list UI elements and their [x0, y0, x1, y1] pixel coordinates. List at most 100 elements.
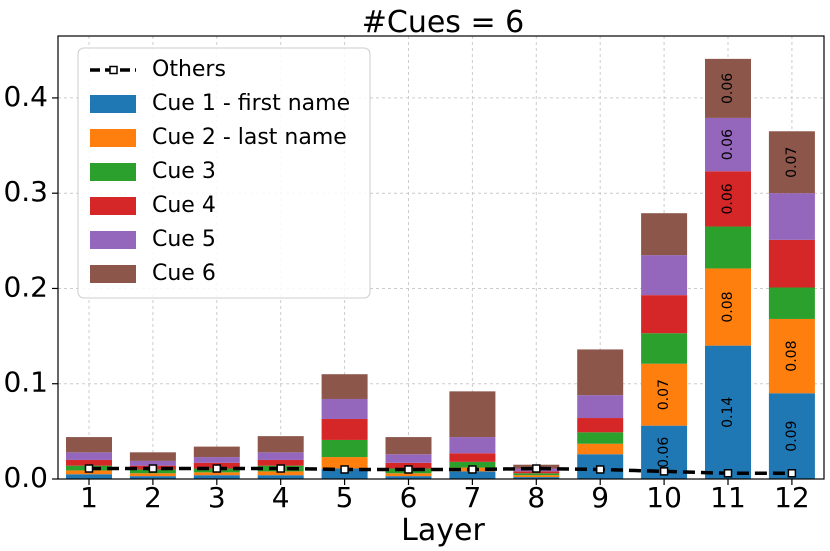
- y-tick-label: 0.3: [3, 175, 48, 208]
- bar-segment: [705, 58, 751, 118]
- x-tick-label: 1: [80, 481, 98, 514]
- data-label: 0.06: [720, 73, 736, 104]
- bar-segment: [257, 452, 304, 460]
- bar-segment: [705, 117, 751, 172]
- others-marker: [468, 465, 477, 474]
- bar-segment: [768, 131, 815, 194]
- bar-segment: [641, 213, 688, 256]
- bar-segment: [66, 474, 112, 479]
- x-tick-label: 7: [463, 481, 481, 514]
- bar-segment: [66, 437, 112, 453]
- bar-segment: [193, 446, 240, 458]
- bar-segment: [321, 439, 368, 458]
- bar-segment: [768, 193, 815, 240]
- legend-swatch: [90, 163, 136, 181]
- others-marker: [340, 465, 349, 474]
- x-tick-label: 6: [400, 481, 418, 514]
- bar-segment: [385, 473, 432, 477]
- bar-segment: [768, 287, 815, 319]
- others-marker: [148, 464, 158, 473]
- bar-segment: [705, 171, 751, 227]
- others-marker: [404, 465, 413, 474]
- bar-segment: [513, 477, 560, 479]
- legend-label: Cue 2 - last name: [152, 125, 347, 150]
- x-tick-label: 9: [591, 481, 609, 514]
- bar-segment: [705, 268, 751, 346]
- bar-segment: [321, 398, 368, 419]
- others-marker: [723, 469, 733, 478]
- others-line: [84, 464, 797, 478]
- bar-segment: [449, 453, 496, 462]
- bar-segment: [577, 432, 624, 444]
- data-label: 0.08: [720, 291, 736, 322]
- bar-segment: [577, 443, 624, 455]
- bar-segment: [385, 454, 432, 463]
- legend-marker-others: [109, 65, 118, 75]
- bar-segment: [385, 437, 432, 455]
- chart-title: #Cues = 6: [362, 5, 524, 40]
- bar-segment: [449, 461, 496, 468]
- bar-segment: [641, 295, 688, 334]
- others-marker: [276, 464, 285, 473]
- bar-segment: [193, 475, 240, 479]
- others-series-line: [89, 466, 792, 476]
- plot-frame: [57, 35, 825, 480]
- axes: 0.00.10.20.30.41 2 3 4 5 6 7 8 9 10 11 12: [3, 35, 825, 514]
- bar-segment: [193, 457, 240, 463]
- x-tick-label: 3: [208, 481, 226, 514]
- bar-segment: [768, 393, 815, 479]
- legend-swatch: [90, 95, 136, 113]
- x-tick-label: 11: [710, 481, 746, 514]
- y-tick-label: 0.2: [3, 270, 48, 303]
- x-tick-label: 5: [336, 481, 354, 514]
- bar-segment: [129, 476, 176, 479]
- legend-label: Others: [152, 57, 226, 82]
- bar-segment: [641, 255, 688, 296]
- bar-segment: [705, 345, 751, 479]
- legend-label: Cue 5: [152, 227, 216, 252]
- bar-segment: [768, 239, 815, 288]
- data-label: 0.06: [720, 129, 736, 160]
- others-marker: [212, 464, 222, 473]
- bar-segment: [66, 459, 112, 466]
- x-tick-label: 12: [774, 481, 810, 514]
- bar-segment: [577, 418, 624, 433]
- bar-segment: [321, 468, 368, 479]
- legend-swatch: [90, 129, 136, 147]
- legend-swatch: [90, 231, 136, 249]
- bar-segment: [577, 395, 624, 419]
- bar-segment: [257, 459, 304, 466]
- legend: Others Cue 1 - first name Cue 2 - last nam…: [77, 47, 371, 299]
- bar-segment: [193, 472, 240, 476]
- y-tick-label: 0.0: [3, 461, 48, 494]
- legend-box: [77, 47, 371, 299]
- bar-segment: [449, 437, 496, 454]
- legend-label: Cue 3: [152, 159, 216, 184]
- bar-segment: [449, 471, 496, 479]
- data-labels: 0.06 0.07 0.14 0.08 0.06 0.06 0.06 0.09 0.08 0.07: [656, 73, 800, 468]
- data-label: 0.06: [720, 183, 736, 214]
- others-marker: [787, 469, 797, 478]
- legend-label: Cue 4: [152, 193, 216, 218]
- data-label: 0.06: [656, 437, 672, 468]
- legend-label: Cue 1 - first name: [152, 91, 350, 116]
- bar-segment: [321, 374, 368, 399]
- others-marker: [659, 467, 669, 476]
- bar-segment: [257, 475, 304, 479]
- bar-segment: [66, 452, 112, 460]
- bar-segment: [257, 436, 304, 453]
- data-label: 0.14: [720, 397, 736, 428]
- data-label: 0.07: [656, 379, 672, 410]
- bar-segment: [385, 476, 432, 479]
- bar-segment: [129, 452, 176, 461]
- x-tick-label: 10: [646, 481, 682, 514]
- others-marker: [532, 464, 541, 473]
- bar-segment: [641, 363, 688, 426]
- others-marker: [595, 465, 605, 474]
- bar-segment: [513, 473, 560, 476]
- bar-segment: [321, 457, 368, 469]
- y-tick-label: 0.1: [3, 366, 48, 399]
- x-axis-title: Layer: [401, 513, 485, 548]
- data-label: 0.07: [784, 147, 800, 178]
